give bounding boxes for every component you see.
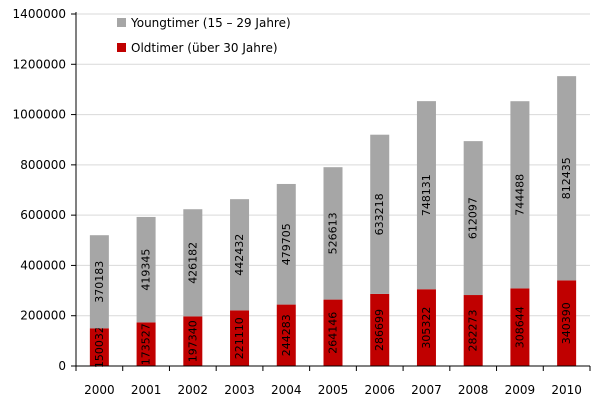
bar-youngtimer-2006 <box>370 134 390 294</box>
bar-oldtimer-2002 <box>183 316 203 366</box>
y-tick-label: 400000 <box>20 258 66 272</box>
y-tick-label: 1000000 <box>13 108 66 122</box>
x-tick-label: 2000 <box>84 383 115 397</box>
bar-oldtimer-2005 <box>323 299 343 366</box>
data-label-oldtimer-2002: 197340 <box>186 320 199 362</box>
data-label-oldtimer-2001: 173527 <box>140 323 153 365</box>
x-tick-label: 2002 <box>178 383 209 397</box>
x-tick-label: 2005 <box>318 383 349 397</box>
y-tick-label: 600000 <box>20 208 66 222</box>
y-tick-label: 0 <box>58 359 66 373</box>
data-label-youngtimer-2002: 426182 <box>186 242 199 284</box>
data-label-oldtimer-2005: 264146 <box>327 312 340 354</box>
x-tick-label: 2007 <box>411 383 442 397</box>
x-tick-label: 2008 <box>458 383 489 397</box>
data-label-oldtimer-2000: 150032 <box>93 326 106 368</box>
x-tick-label: 2001 <box>131 383 162 397</box>
legend-label-youngtimer: Youngtimer (15 – 29 Jahre) <box>130 16 291 30</box>
bar-youngtimer-2008 <box>463 141 483 296</box>
y-tick-label: 1200000 <box>13 57 66 71</box>
bar-youngtimer-2004 <box>276 183 296 305</box>
axes <box>75 12 590 367</box>
bar-youngtimer-2009 <box>510 101 530 289</box>
bar-oldtimer-2000 <box>89 328 109 366</box>
data-label-youngtimer-2009: 744488 <box>513 174 526 216</box>
data-label-oldtimer-2007: 305322 <box>420 307 433 349</box>
data-label-youngtimer-2006: 633218 <box>373 193 386 235</box>
data-label-oldtimer-2009: 308644 <box>513 306 526 348</box>
bar-oldtimer-2006 <box>370 293 390 366</box>
data-label-youngtimer-2000: 370183 <box>93 261 106 303</box>
bar-oldtimer-2007 <box>416 289 436 366</box>
bar-oldtimer-2004 <box>276 304 296 366</box>
bar-oldtimer-2010 <box>557 280 577 366</box>
bar-oldtimer-2001 <box>136 322 156 366</box>
x-tick-label: 2010 <box>551 383 582 397</box>
bar-youngtimer-2005 <box>323 167 343 300</box>
data-label-youngtimer-2004: 479705 <box>280 223 293 265</box>
data-label-youngtimer-2001: 419345 <box>140 249 153 291</box>
data-label-oldtimer-2006: 286699 <box>373 309 386 351</box>
legend-swatch-oldtimer <box>117 43 126 52</box>
bar-youngtimer-2007 <box>416 101 436 290</box>
data-label-youngtimer-2007: 748131 <box>420 174 433 216</box>
bar-youngtimer-2003 <box>230 199 250 311</box>
data-label-oldtimer-2010: 340390 <box>560 302 573 344</box>
legend: Youngtimer (15 – 29 Jahre) Oldtimer (über… <box>117 16 291 55</box>
data-label-oldtimer-2008: 282273 <box>467 310 480 352</box>
data-label-youngtimer-2005: 526613 <box>327 212 340 254</box>
data-label-youngtimer-2003: 442432 <box>233 234 246 276</box>
legend-swatch-youngtimer <box>117 18 126 27</box>
bar-oldtimer-2008 <box>463 295 483 366</box>
x-tick-label: 2006 <box>364 383 395 397</box>
bars: 150032 370183 173527 419345 197340 426182 2211… <box>89 76 577 368</box>
data-label-oldtimer-2003: 221110 <box>233 317 246 359</box>
x-tick-label: 2004 <box>271 383 302 397</box>
data-label-oldtimer-2004: 244283 <box>280 314 293 356</box>
data-label-youngtimer-2010: 812435 <box>560 157 573 199</box>
bar-oldtimer-2009 <box>510 288 530 366</box>
x-tick-label: 2009 <box>505 383 536 397</box>
x-axis-ticks: 2000 2001 2002 2003 2004 2005 2006 2007 2008 2009… <box>75 366 591 397</box>
bar-youngtimer-2000 <box>89 235 109 329</box>
y-axis-ticks: 0 200000 400000 600000 800000 1000000 1200000 1… <box>13 7 76 373</box>
legend-label-oldtimer: Oldtimer (über 30 Jahre) <box>131 41 278 55</box>
y-tick-label: 1400000 <box>13 7 66 21</box>
y-tick-label: 200000 <box>20 309 66 323</box>
bar-oldtimer-2003 <box>230 310 250 366</box>
bar-youngtimer-2002 <box>183 209 203 317</box>
x-tick-label: 2003 <box>224 383 255 397</box>
data-label-youngtimer-2008: 612097 <box>467 197 480 239</box>
bar-youngtimer-2001 <box>136 216 156 323</box>
bar-youngtimer-2010 <box>557 76 577 281</box>
y-tick-label: 800000 <box>20 158 66 172</box>
